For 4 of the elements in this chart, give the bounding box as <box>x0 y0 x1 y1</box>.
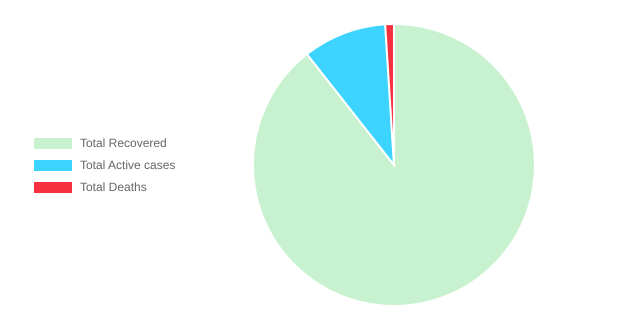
legend-label: Total Recovered <box>80 136 167 150</box>
legend-label: Total Active cases <box>80 158 176 172</box>
legend-label: Total Deaths <box>80 180 147 194</box>
pie-slice <box>252 23 536 307</box>
